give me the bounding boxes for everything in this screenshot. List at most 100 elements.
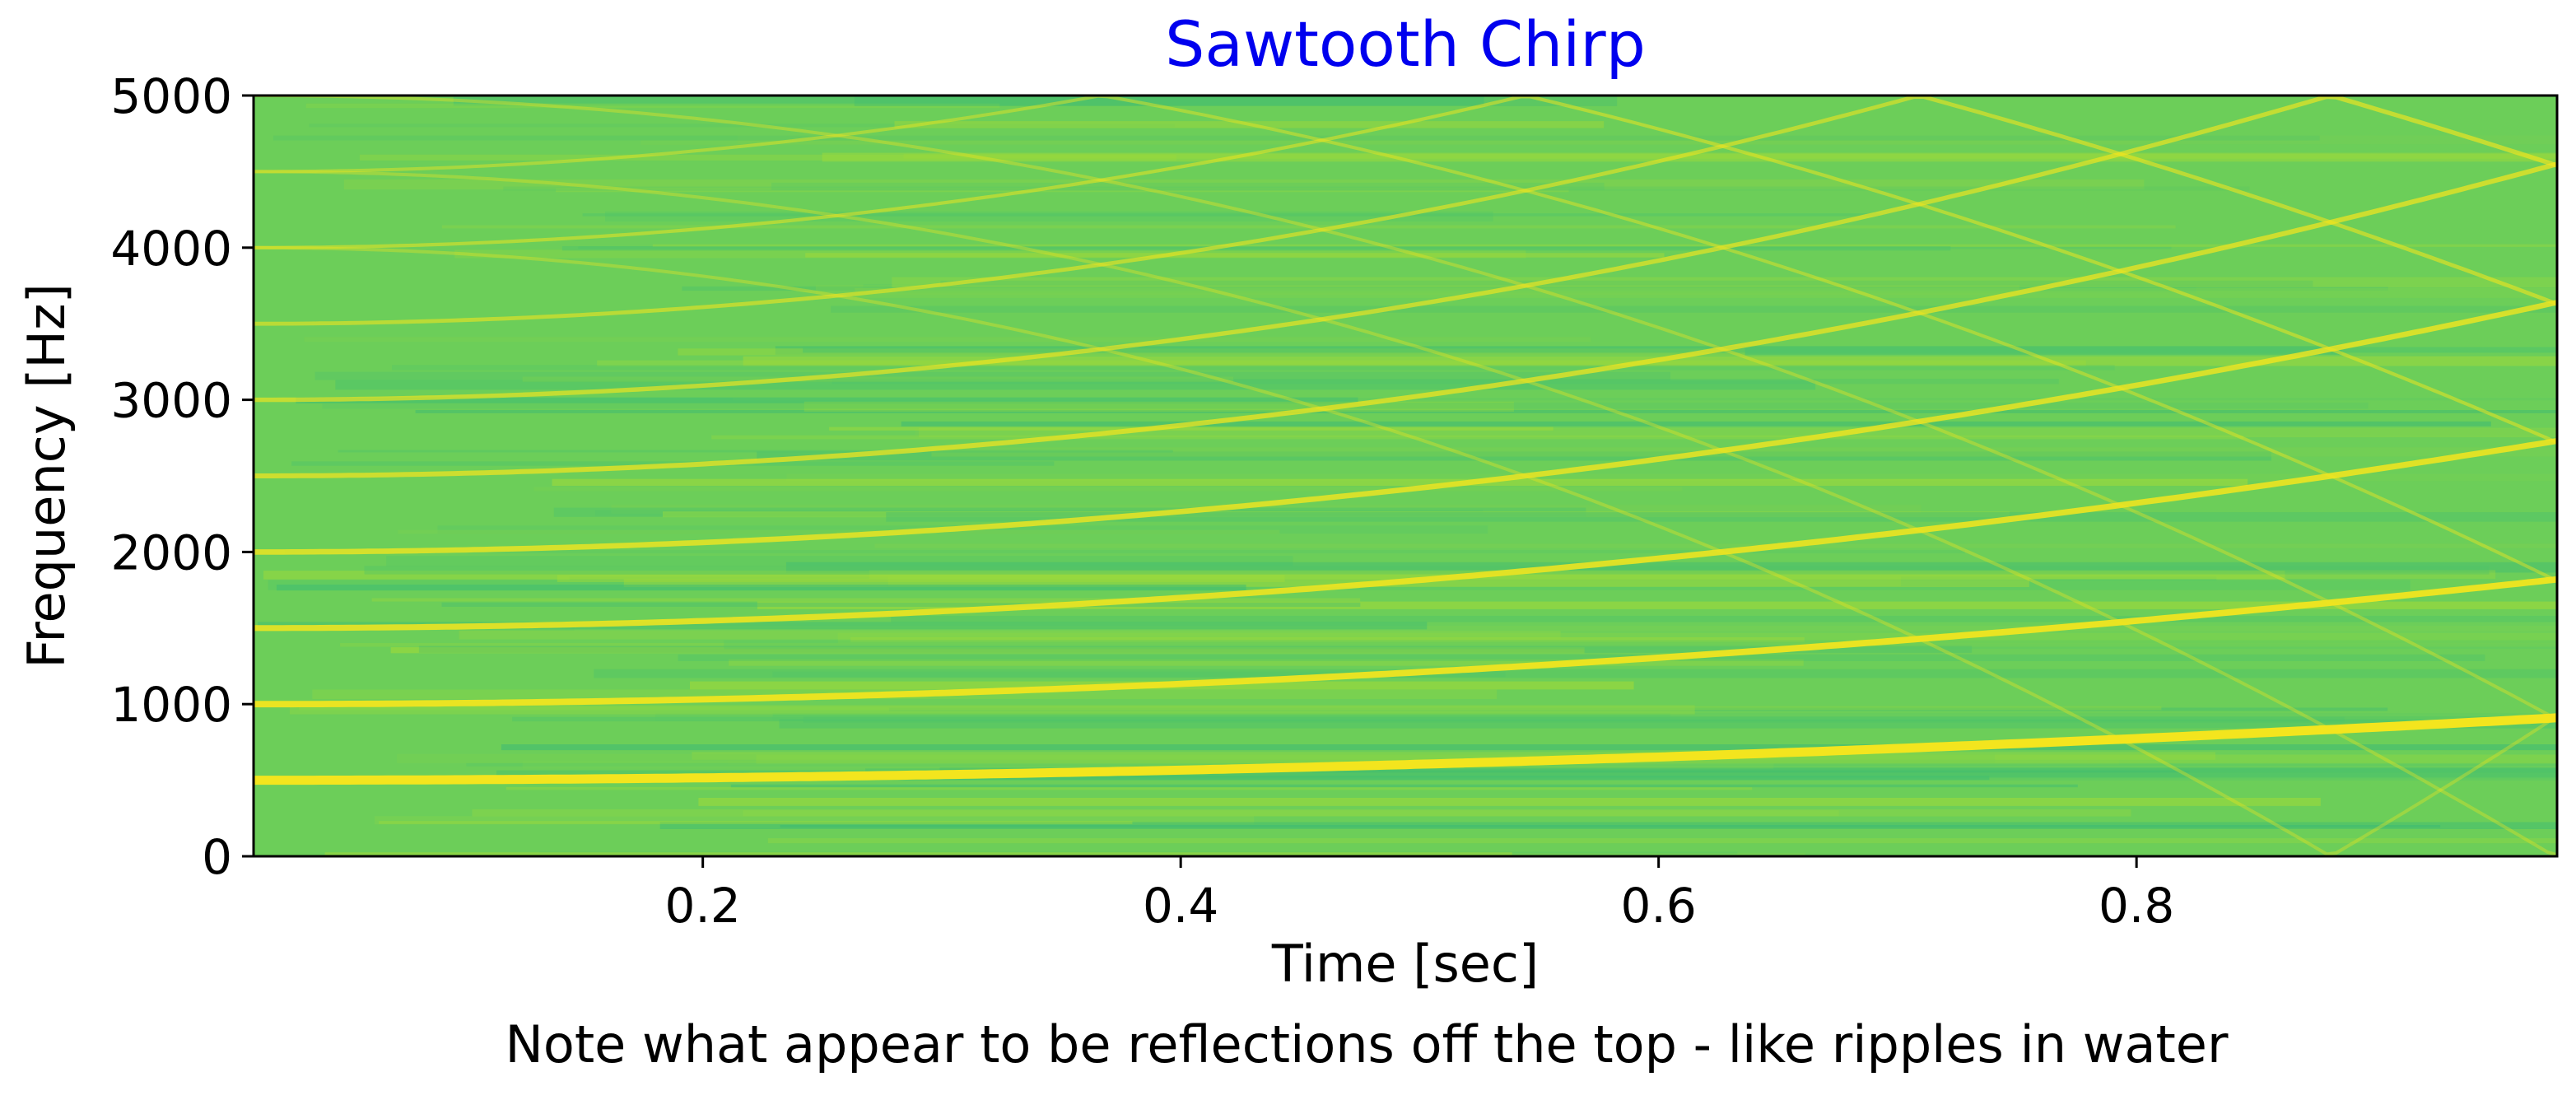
texture-band: [678, 654, 2485, 661]
texture-band: [805, 253, 1665, 258]
texture-band: [289, 705, 1695, 715]
texture-band: [552, 478, 2248, 487]
texture-band: [453, 96, 1484, 106]
texture-band: [757, 601, 2557, 609]
texture-band: [692, 752, 2215, 760]
texture-band: [892, 277, 2557, 288]
texture-band: [757, 451, 2272, 461]
texture-band: [724, 640, 2557, 650]
texture-band: [338, 450, 1173, 453]
texture-band: [441, 602, 1361, 607]
texture-band: [772, 713, 1670, 721]
texture-band: [772, 671, 1506, 678]
harmonic-ridges: [254, 96, 2557, 856]
texture-band: [309, 124, 1175, 128]
texture-band: [698, 798, 2321, 806]
texture-band: [743, 810, 1839, 817]
x-axis-label: Time [sec]: [1271, 934, 1539, 994]
harmonic-ridge-4: [254, 299, 2557, 555]
texture-band: [585, 776, 1990, 781]
texture-band: [276, 585, 1246, 591]
texture-band: [263, 571, 2285, 580]
texture-band: [298, 706, 2162, 711]
texture-band: [822, 152, 2557, 162]
texture-band: [314, 371, 1671, 380]
texture-band: [831, 305, 2557, 313]
texture-band: [865, 768, 2557, 779]
y-tick-label: 2000: [110, 524, 232, 580]
texture-band: [561, 246, 1951, 251]
y-tick-label: 5000: [110, 68, 232, 124]
texture-band: [931, 447, 2557, 457]
harmonic-ridge-7: [254, 96, 2557, 326]
texture-band: [441, 225, 2176, 229]
y-tick-label: 1000: [110, 677, 232, 733]
texture-band: [767, 838, 2557, 844]
x-tick-label: 0.8: [2099, 878, 2174, 934]
y-axis-ticks: 0 1000 2000 3000 4000 5000: [110, 68, 254, 885]
texture-band: [711, 435, 2244, 440]
texture-band: [779, 719, 2557, 729]
texture-band: [659, 822, 2557, 829]
texture-band: [903, 154, 2557, 159]
texture-band: [785, 562, 2557, 573]
texture-band: [829, 426, 1554, 431]
texture-band: [397, 753, 1996, 763]
texture-band: [730, 784, 2078, 788]
texture-band: [343, 179, 2145, 190]
harmonic-ridge-3: [254, 437, 2557, 632]
texture-band: [738, 135, 2557, 145]
texture-band: [503, 186, 2250, 191]
texture-band: [324, 852, 1512, 855]
harmonic-ridge-2: [254, 576, 2557, 708]
texture-band: [652, 244, 2557, 247]
harmonic-ridge-8: [254, 96, 2557, 445]
texture-band: [501, 744, 2557, 751]
harmonic-ridge-12: [254, 245, 2557, 856]
texture-band: [505, 786, 1753, 790]
texture-band: [296, 397, 1358, 403]
texture-band: [342, 853, 1805, 856]
texture-band: [375, 816, 1255, 825]
texture-band: [304, 337, 1591, 343]
texture-band: [398, 529, 1280, 534]
texture-band: [888, 707, 2388, 711]
texture-band: [803, 716, 2557, 723]
texture-band: [655, 713, 2557, 721]
texture-band: [855, 288, 2557, 298]
harmonic-ridge-6: [254, 96, 2557, 403]
texture-band: [939, 767, 2557, 777]
plot-frame: [252, 94, 2559, 858]
texture-band: [574, 626, 2557, 632]
harmonic-ridge-9: [254, 96, 2557, 583]
chart-caption: Note what appear to be reflections off t…: [505, 1014, 2229, 1074]
y-tick-label: 3000: [110, 373, 232, 429]
texture-band: [623, 578, 2029, 587]
texture-band: [392, 365, 2115, 371]
texture-band: [891, 615, 2557, 622]
y-axis-label: Frequency [Hz]: [16, 283, 77, 669]
y-tick-label: 4000: [110, 221, 232, 277]
texture-band: [371, 598, 1361, 602]
x-tick-label: 0.2: [665, 878, 741, 934]
texture-band: [771, 182, 1605, 190]
y-tick-label: 0: [202, 829, 232, 885]
texture-band: [837, 632, 2557, 644]
texture-band: [556, 188, 1569, 193]
texture-band: [379, 821, 1133, 824]
texture-band: [940, 280, 2313, 287]
texture-band: [285, 550, 1965, 554]
texture-band: [340, 643, 2557, 647]
chart-title: Sawtooth Chirp: [1165, 7, 1646, 81]
x-axis-ticks: 0.2 0.4 0.6 0.8: [665, 856, 2174, 934]
harmonic-ridge-10: [254, 96, 2557, 721]
texture-band: [390, 647, 1585, 654]
texture-band: [257, 622, 1428, 630]
harmonic-ridge-1: [254, 713, 2557, 785]
texture-band: [582, 213, 1880, 217]
texture-band: [459, 630, 1561, 640]
texture-band: [874, 543, 2557, 548]
texture-band: [364, 566, 2490, 575]
texture-band: [850, 637, 1805, 643]
